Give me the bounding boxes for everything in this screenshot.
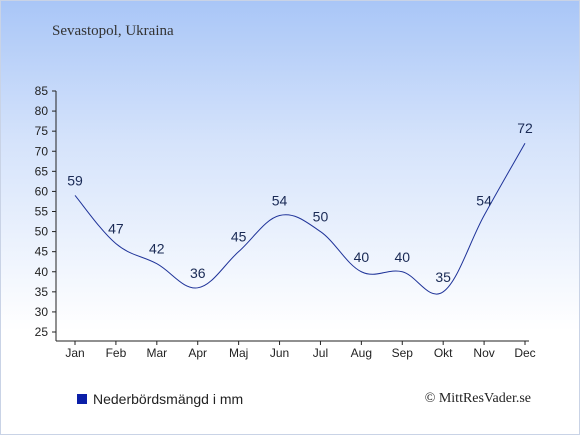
y-tick-label: 45: [35, 245, 49, 259]
data-label: 42: [149, 241, 165, 257]
series-line: [74, 142, 526, 295]
tick-labels: 25 30 35 40 45 50 55 60 65 70 75 80 85 Jan Feb Mar Apr Ma…: [35, 84, 536, 360]
x-tick-label: Okt: [434, 346, 453, 360]
axes: [52, 90, 529, 345]
x-tick-label: Aug: [351, 346, 372, 360]
data-label: 40: [394, 249, 410, 265]
y-tick-label: 35: [35, 285, 49, 299]
legend-label: Nederbördsmängd i mm: [93, 391, 244, 407]
data-label: 54: [272, 193, 288, 209]
data-label: 47: [108, 221, 124, 237]
x-tick-label: Sep: [392, 346, 414, 360]
data-label: 35: [435, 269, 451, 285]
data-label: 40: [354, 249, 370, 265]
chart-subtitle: Sevastopol, Ukraina: [52, 23, 174, 39]
x-tick-label: Nov: [473, 346, 494, 360]
x-tick-label: Jan: [65, 346, 84, 360]
y-tick-label: 30: [35, 305, 49, 319]
credit-text: © MittResVader.se: [424, 391, 531, 406]
y-tick-label: 65: [35, 164, 49, 178]
x-tick-label: Apr: [188, 346, 207, 360]
data-label: 54: [476, 193, 492, 209]
x-tick-label: Dec: [514, 346, 535, 360]
data-labels: 59 47 42 36 45 54 50 40 40 35 54 72: [67, 120, 533, 285]
y-tick-label: 70: [35, 144, 49, 158]
data-label: 45: [231, 229, 247, 245]
y-tick-label: 80: [35, 104, 49, 118]
y-tick-label: 25: [35, 325, 49, 339]
data-label: 72: [517, 120, 533, 136]
x-tick-label: Mar: [146, 346, 167, 360]
legend: Nederbördsmängd i mm: [77, 391, 243, 407]
x-tick-label: Jul: [313, 346, 328, 360]
data-label: 59: [67, 172, 83, 188]
y-tick-label: 60: [35, 184, 49, 198]
y-tick-label: 85: [35, 84, 49, 98]
x-tick-label: Maj: [229, 346, 248, 360]
y-tick-label: 55: [35, 205, 49, 219]
data-label: 50: [313, 209, 329, 225]
data-label: 36: [190, 265, 206, 281]
legend-swatch: [77, 394, 87, 404]
x-tick-label: Feb: [106, 346, 127, 360]
y-tick-label: 50: [35, 225, 49, 239]
y-tick-label: 40: [35, 265, 49, 279]
x-tick-label: Jun: [270, 346, 289, 360]
y-tick-label: 75: [35, 124, 49, 138]
